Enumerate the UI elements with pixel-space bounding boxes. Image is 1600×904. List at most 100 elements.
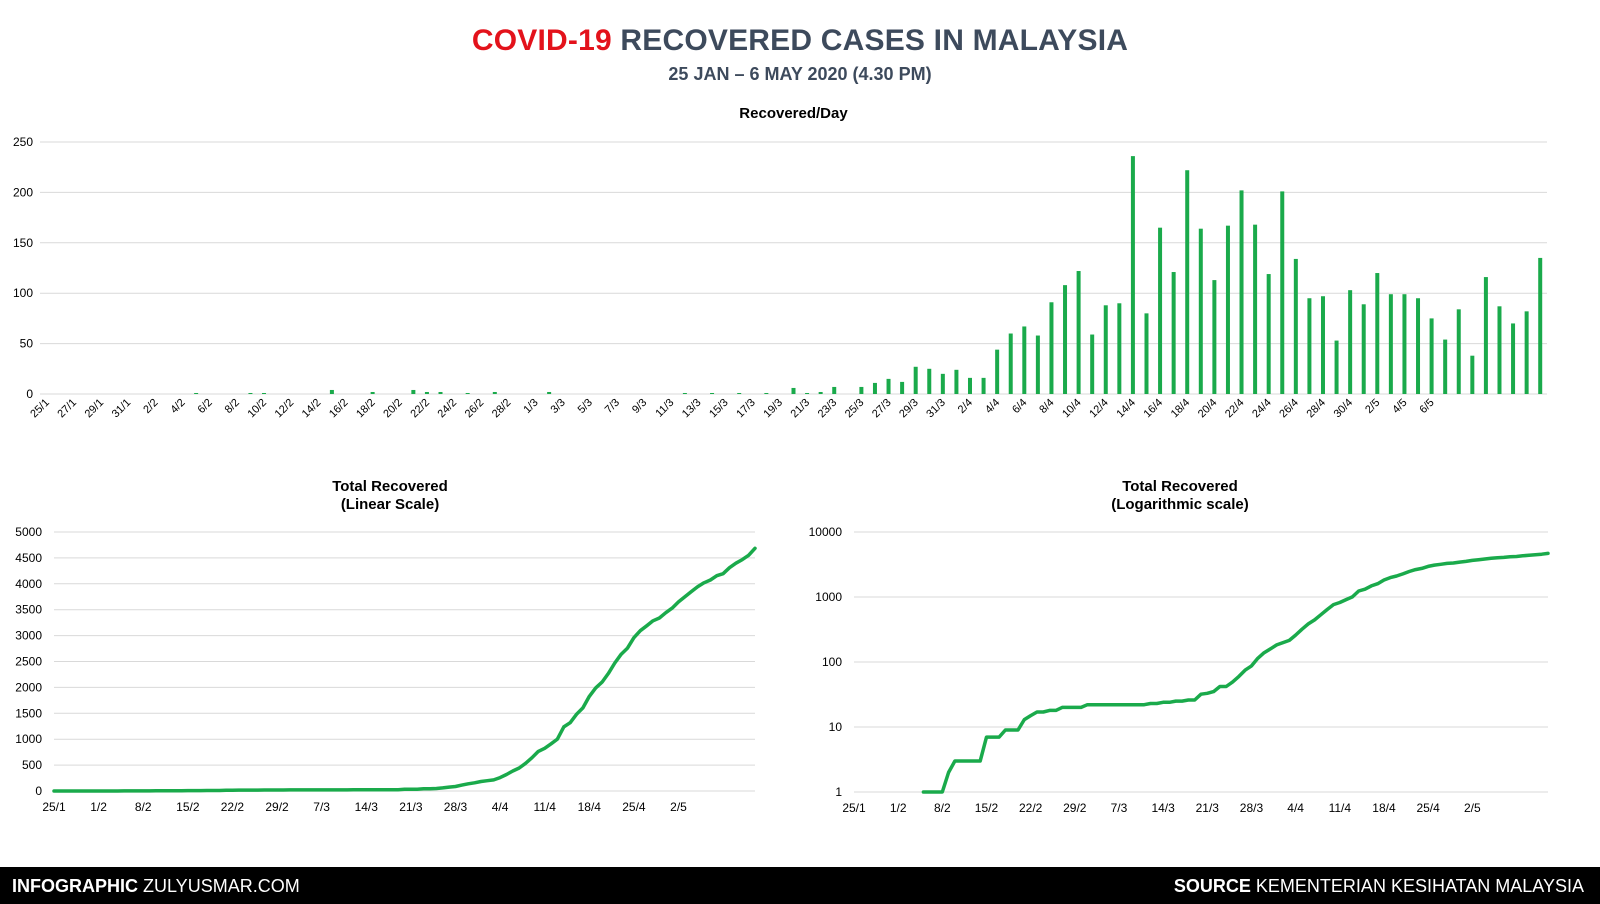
footer-source-text: KEMENTERIAN KESIHATAN MALAYSIA [1255, 876, 1584, 896]
bar [1158, 227, 1163, 394]
x-tick-label: 1/2 [90, 800, 107, 814]
bar [818, 391, 823, 394]
x-tick-label: 27/3 [870, 397, 894, 421]
x-tick-label: 28/2 [490, 397, 514, 421]
bar [1171, 272, 1176, 394]
x-tick-label: 2/5 [1464, 801, 1481, 815]
bar [940, 373, 945, 394]
bar [262, 392, 267, 394]
footer-credit: INFOGRAPHIC ZULYUSMAR.COM [12, 876, 300, 897]
bar [1388, 294, 1393, 394]
x-tick-label: 2/5 [670, 800, 687, 814]
x-tick-label: 1/2 [890, 801, 907, 815]
x-tick-label: 18/4 [578, 800, 602, 814]
x-tick-label: 22/4 [1223, 397, 1247, 421]
bar [1375, 273, 1380, 394]
bar [1239, 190, 1244, 394]
y-tick-label: 100 [822, 655, 842, 669]
x-tick-label: 6/4 [1010, 397, 1029, 416]
footer-credit-text: ZULYUSMAR.COM [143, 876, 300, 896]
bar [1185, 170, 1190, 394]
x-tick-label: 16/2 [327, 397, 351, 421]
x-tick-label: 21/3 [789, 397, 813, 421]
bar [900, 381, 905, 394]
x-tick-label: 20/4 [1196, 397, 1220, 421]
x-tick-label: 14/3 [1151, 801, 1175, 815]
x-tick-label: 8/4 [1037, 397, 1056, 416]
bar [981, 377, 986, 394]
x-tick-label: 12/4 [1087, 397, 1111, 421]
x-tick-label: 4/4 [983, 397, 1002, 416]
y-tick-label: 10000 [809, 525, 843, 539]
bar [1117, 303, 1122, 394]
bar [1361, 304, 1366, 394]
y-tick-label: 150 [13, 236, 33, 250]
bar [764, 392, 769, 394]
x-tick-label: 11/4 [1329, 801, 1352, 815]
bar [370, 391, 375, 394]
bar [1076, 271, 1081, 394]
y-tick-label: 1500 [15, 706, 42, 720]
y-tick-label: 100 [13, 286, 33, 300]
bar [329, 389, 334, 394]
chart-subtitle: (Logarithmic scale) [1111, 496, 1249, 513]
title-highlight: COVID-19 [471, 24, 612, 57]
x-tick-label: 27/1 [55, 397, 79, 421]
y-tick-label: 200 [13, 185, 33, 199]
bar [1035, 335, 1040, 394]
series-line [921, 551, 1550, 794]
x-tick-label: 16/4 [1142, 397, 1166, 421]
bar [1470, 355, 1475, 394]
page-title: COVID-19 RECOVERED CASES IN MALAYSIA [0, 24, 1600, 58]
bar [248, 392, 253, 394]
chart-title: Total Recovered [332, 478, 448, 495]
bar [1483, 277, 1488, 394]
x-tick-label: 28/3 [444, 800, 468, 814]
x-tick-label: 15/3 [707, 397, 731, 421]
x-tick-label: 25/3 [843, 397, 867, 421]
bar [1293, 258, 1298, 394]
x-tick-label: 12/2 [273, 397, 297, 421]
x-tick-label: 4/4 [492, 800, 509, 814]
y-tick-label: 50 [20, 337, 34, 351]
bar [1429, 318, 1434, 394]
bar [547, 391, 552, 394]
bar [1307, 298, 1312, 394]
x-tick-label: 23/3 [816, 397, 840, 421]
footer-source: SOURCE KEMENTERIAN KESIHATAN MALAYSIA [1174, 876, 1584, 897]
x-tick-label: 25/1 [842, 801, 866, 815]
bar [1334, 340, 1339, 394]
x-tick-label: 18/2 [354, 397, 378, 421]
chart-title: Recovered/Day [739, 105, 848, 122]
x-tick-label: 8/2 [135, 800, 152, 814]
bar [194, 392, 199, 394]
footer-bar: INFOGRAPHIC ZULYUSMAR.COM SOURCE KEMENTE… [0, 867, 1600, 904]
bar [1538, 257, 1543, 394]
x-tick-label: 21/3 [399, 800, 423, 814]
x-tick-label: 25/1 [42, 800, 66, 814]
bar [886, 378, 891, 394]
x-tick-label: 29/2 [265, 800, 289, 814]
chart-title: Total Recovered [1122, 478, 1238, 495]
x-tick-label: 11/3 [653, 397, 676, 420]
bar [967, 377, 972, 394]
bar [737, 392, 742, 394]
bar [1320, 296, 1325, 394]
x-tick-label: 4/2 [168, 397, 187, 416]
bar [682, 392, 687, 394]
bar [1402, 294, 1407, 394]
x-tick-label: 10/4 [1060, 397, 1084, 421]
bar [1212, 280, 1217, 394]
x-tick-label: 11/4 [533, 800, 556, 814]
x-tick-label: 15/2 [975, 801, 999, 815]
x-tick-label: 2/4 [956, 397, 975, 416]
header: COVID-19 RECOVERED CASES IN MALAYSIA 25 … [0, 24, 1600, 85]
x-tick-label: 19/3 [761, 397, 785, 421]
bar [492, 391, 497, 394]
bar [424, 391, 429, 394]
x-tick-label: 14/4 [1114, 397, 1138, 421]
x-tick-label: 20/2 [381, 397, 405, 421]
bar [1090, 334, 1095, 394]
y-tick-label: 250 [13, 135, 33, 149]
x-tick-label: 24/4 [1250, 397, 1274, 421]
